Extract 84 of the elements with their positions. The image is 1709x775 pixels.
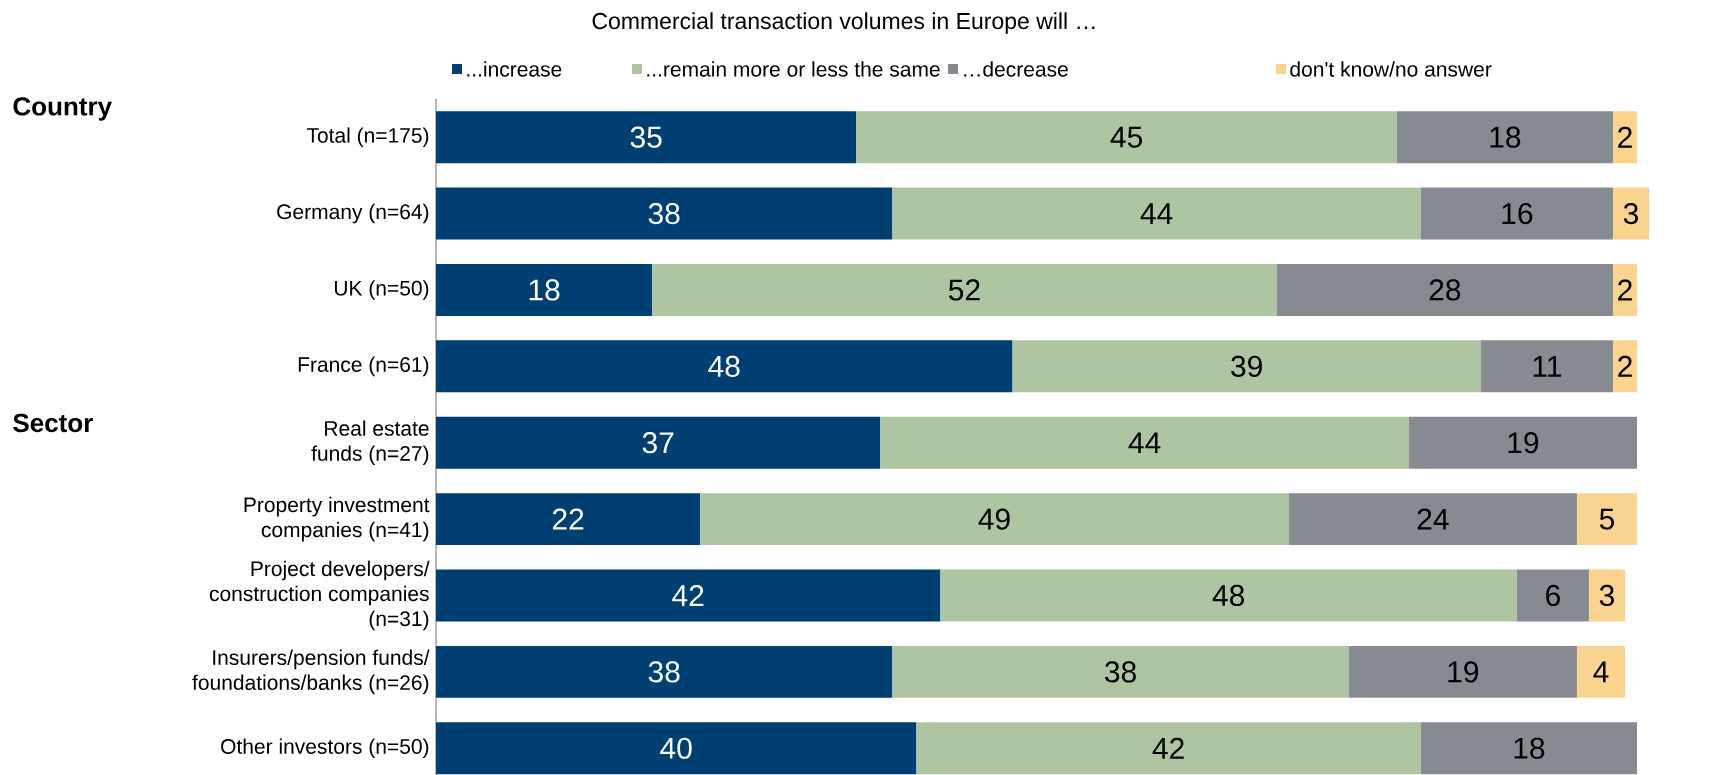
bar: [436, 340, 1013, 393]
legend-label: ...increase: [467, 61, 562, 77]
data-label: 28: [1429, 279, 1461, 301]
bar: [436, 722, 917, 775]
bar: [1420, 722, 1637, 775]
bar: [1612, 340, 1637, 393]
data-label: 4: [1593, 661, 1609, 683]
bar: [1348, 645, 1577, 698]
data-label: 35: [630, 126, 662, 148]
bar: [436, 416, 881, 469]
y-tick-label: Total (n=175): [306, 127, 429, 147]
data-label: 18: [1490, 126, 1521, 148]
data-label: 44: [1140, 203, 1173, 224]
data-label: 18: [529, 279, 560, 301]
y-tick-label: Other investors (n=50): [221, 738, 429, 759]
bar: [436, 493, 701, 546]
data-label: 19: [1508, 432, 1539, 454]
bar: [700, 493, 1289, 546]
data-label: 3: [1599, 584, 1614, 607]
bar: [436, 111, 857, 164]
legend-label: don't know/no answer: [1290, 61, 1492, 77]
legend-label: ...remain more or less the same: [647, 61, 940, 77]
bar: [436, 569, 941, 622]
bar: [436, 187, 893, 240]
data-label: 39: [1231, 355, 1262, 377]
bar: [436, 263, 653, 316]
bar: [1612, 111, 1637, 164]
bar: [1276, 263, 1613, 316]
data-label: 42: [672, 585, 704, 606]
bar: [1576, 645, 1625, 698]
data-label: 22: [552, 508, 584, 530]
legend-label: …decrease: [964, 61, 1068, 77]
data-label: 48: [708, 355, 740, 377]
data-label: 19: [1448, 661, 1479, 683]
bar: [1396, 111, 1613, 164]
bar: [1288, 493, 1577, 546]
y-tick-label: Property investment companies (n=41): [244, 496, 430, 542]
data-label: 5: [1599, 508, 1615, 530]
bar: [1012, 340, 1481, 393]
bar: [1480, 340, 1613, 393]
data-label: 52: [948, 279, 980, 301]
data-label: 3: [1623, 202, 1639, 225]
data-label: 45: [1110, 126, 1142, 148]
bar: [652, 263, 1277, 316]
data-label: 40: [660, 737, 692, 759]
bar: [940, 569, 1517, 622]
bar: [1588, 569, 1625, 622]
bar: [1612, 187, 1650, 240]
chart-title: Commercial transaction volumes in Europe will …: [592, 12, 1095, 34]
data-label: 2: [1618, 355, 1632, 377]
bar: [1612, 263, 1637, 316]
text: Sector: [13, 413, 93, 433]
data-label: 6: [1546, 584, 1560, 607]
data-label: 49: [978, 508, 1010, 530]
bar: [892, 645, 1349, 698]
bar: [856, 111, 1397, 164]
data-label: 42: [1152, 737, 1184, 759]
data-label: 37: [642, 432, 674, 454]
bar: [1576, 493, 1637, 546]
bar: [1408, 416, 1637, 469]
data-label: 48: [1212, 584, 1245, 607]
data-label: 38: [648, 202, 680, 225]
data-label: 38: [648, 661, 680, 683]
data-label: 44: [1128, 432, 1161, 454]
bar: [1420, 187, 1613, 240]
y-tick-label: Real estate funds (n=27): [311, 420, 429, 466]
data-label: 2: [1618, 279, 1632, 301]
y-tick-label: France (n=61): [298, 356, 429, 377]
y-tick-label: Insurers/pension funds/ foundations/banks (n=26): [192, 649, 430, 695]
data-label: 11: [1533, 356, 1562, 377]
y-tick-label: Project developers/ construction companies (n=31): [209, 560, 430, 631]
text: Country: [13, 97, 112, 121]
bar: [436, 645, 893, 698]
bar: [1516, 569, 1589, 622]
data-label: 2: [1618, 126, 1632, 148]
data-label: 16: [1502, 202, 1533, 225]
bar: [916, 722, 1421, 775]
bar: [880, 416, 1409, 469]
y-tick-label: UK (n=50): [334, 280, 429, 300]
y-tick-label: Germany (n=64): [277, 203, 429, 224]
data-label: 24: [1417, 508, 1449, 530]
data-label: 18: [1514, 737, 1545, 759]
bar: [892, 187, 1421, 240]
data-label: 38: [1105, 661, 1136, 683]
